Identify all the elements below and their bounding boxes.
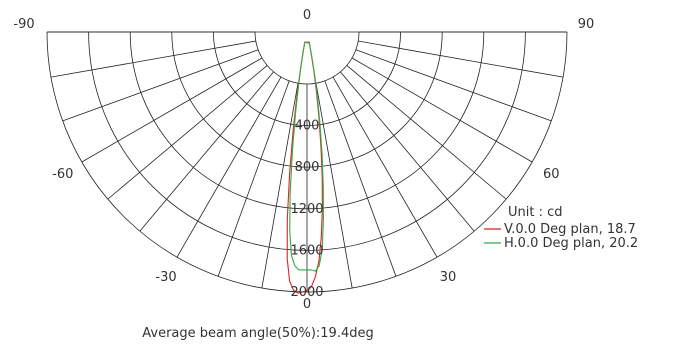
radial-tick-label: 800 [295, 160, 320, 175]
grid-spoke [340, 71, 475, 232]
angle-tick-label: 0 [303, 8, 311, 23]
grid-spoke [176, 76, 282, 258]
angle-tick-label: 60 [543, 167, 560, 182]
grid-spoke [81, 57, 263, 163]
grid-spoke [315, 83, 353, 289]
radial-tick-label: 2000 [290, 285, 323, 300]
radial-tick-label: 400 [295, 119, 320, 134]
grid-spoke [324, 80, 397, 277]
angle-tick-label: -90 [13, 17, 34, 32]
grid-spoke [346, 65, 507, 200]
grid-spoke [332, 76, 438, 258]
grid-spoke [107, 65, 268, 200]
legend: Unit : cd V.0.0 Deg plan, 18.7H.0.0 Deg … [484, 205, 638, 251]
radial-tick-label: 1600 [290, 243, 323, 258]
grid-spoke [50, 40, 256, 78]
h-plan-curve [289, 41, 324, 272]
angle-tick-label: -30 [155, 270, 176, 285]
unit-label: Unit : cd [508, 205, 563, 220]
grid-spoke [358, 40, 564, 78]
grid-spoke [355, 49, 552, 122]
radial-tick-label: 1200 [290, 202, 323, 217]
grid-spoke [139, 71, 274, 232]
angle-tick-label: 90 [578, 17, 595, 32]
angle-tick-label-bottom: 0 [303, 297, 311, 312]
grid-spoke [261, 83, 299, 289]
grid-spoke [351, 57, 533, 163]
angle-tick-label: 30 [440, 270, 457, 285]
grid-inner-arc [254, 31, 360, 85]
footer-average-beam-angle: Average beam angle(50%):19.4deg [142, 326, 373, 341]
polar-grid [46, 31, 568, 293]
grid-spoke [62, 49, 259, 122]
legend-entry: H.0.0 Deg plan, 20.2 [504, 236, 638, 251]
intensity-curves [286, 41, 324, 294]
angle-tick-label: -60 [52, 167, 73, 182]
axis-labels: 400 800 1200 1600 2000 -90 -60 -30 0 30 60 90 0 [13, 8, 594, 312]
grid-spoke [217, 80, 290, 277]
legend-entry: V.0.0 Deg plan, 18.7 [504, 222, 636, 237]
